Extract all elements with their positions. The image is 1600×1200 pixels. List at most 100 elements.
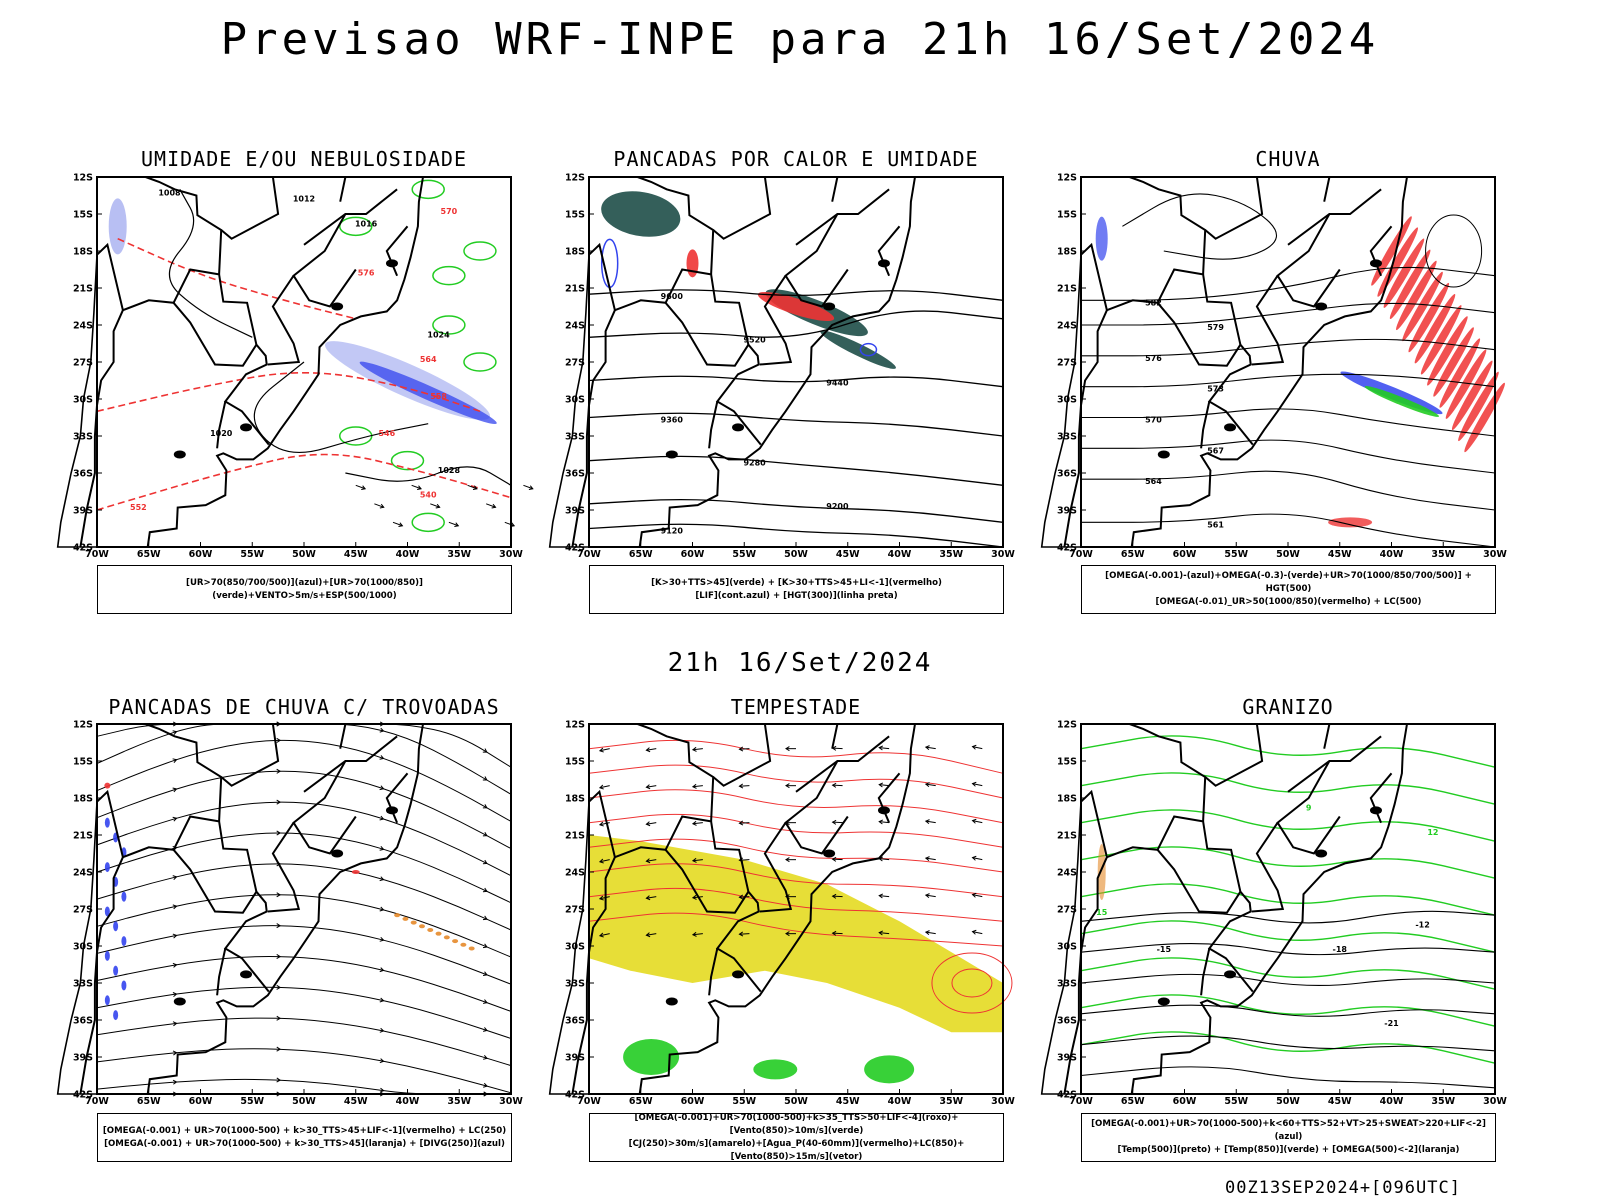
temp500-contour bbox=[1080, 942, 1496, 956]
country-border bbox=[1287, 735, 1382, 793]
wind-vector bbox=[467, 484, 478, 490]
lake-marker bbox=[665, 450, 678, 459]
lon-tick-label: 60W bbox=[189, 1096, 213, 1107]
country-border bbox=[1080, 789, 1254, 993]
lake-marker bbox=[385, 259, 398, 268]
country-border bbox=[759, 822, 793, 913]
thickness-label: 546 bbox=[378, 429, 395, 438]
country-border bbox=[1156, 849, 1242, 914]
wind-vector-head bbox=[878, 819, 884, 825]
lat-tick-label: 36S bbox=[1057, 1016, 1077, 1027]
lon-tick-label: 35W bbox=[447, 1096, 471, 1107]
wind-vector-head bbox=[691, 746, 697, 752]
country-border bbox=[385, 772, 409, 824]
hgt300-label: 9200 bbox=[826, 502, 849, 511]
lat-tick-label: 39S bbox=[1057, 506, 1077, 517]
water-vapor-contour bbox=[588, 838, 1004, 873]
country-border bbox=[385, 225, 409, 277]
lon-tick-label: 65W bbox=[137, 1096, 161, 1107]
lake-marker bbox=[732, 423, 745, 432]
country-border bbox=[588, 242, 762, 446]
lon-tick-label: 60W bbox=[681, 1096, 705, 1107]
temp500-contour bbox=[1080, 1066, 1496, 1089]
wind-vector bbox=[739, 748, 750, 750]
streamline-arrow-head bbox=[172, 1079, 178, 1085]
lon-tick-label: 30W bbox=[1483, 1096, 1507, 1107]
hgt500-contour bbox=[1080, 373, 1496, 388]
thickness-contour bbox=[96, 372, 481, 413]
wind-vector-head bbox=[361, 485, 367, 491]
lon-tick-label: 55W bbox=[1224, 549, 1248, 560]
lon-tick-label: 70W bbox=[1069, 549, 1093, 560]
wind-vector-head bbox=[831, 819, 837, 825]
lat-tick-label: 24S bbox=[73, 321, 93, 332]
wind-vector bbox=[972, 783, 983, 787]
hgt500-contour bbox=[1081, 338, 1496, 357]
wind-vector bbox=[599, 933, 610, 937]
hgt500-label: 567 bbox=[1207, 446, 1224, 455]
rain-omega-ur-area bbox=[1433, 327, 1474, 397]
country-border bbox=[1204, 176, 1264, 240]
legend-line: [OMEGA(-0.001)-(azul)+OMEGA(-0.3)-(verde… bbox=[1105, 571, 1472, 594]
country-border bbox=[708, 948, 719, 996]
coastline-east bbox=[638, 176, 916, 548]
wind-vector-head bbox=[738, 894, 744, 900]
coastline-east bbox=[638, 723, 916, 1095]
lon-tick-label: 50W bbox=[292, 1096, 316, 1107]
streamline-arrow-head bbox=[379, 815, 385, 821]
lat-tick-label: 42S bbox=[1057, 1090, 1077, 1101]
lat-tick-label: 42S bbox=[565, 1090, 585, 1101]
wind-vector bbox=[925, 894, 936, 898]
wind-vector-head bbox=[924, 893, 930, 899]
thickness-contour bbox=[96, 453, 512, 511]
temp500-label: -18 bbox=[1333, 945, 1348, 954]
lon-tick-label: 45W bbox=[344, 549, 368, 560]
wind-vector bbox=[972, 820, 983, 824]
country-border bbox=[172, 849, 258, 914]
lat-tick-label: 39S bbox=[73, 1053, 93, 1064]
country-border bbox=[1156, 302, 1242, 367]
rain-omega-ur-area bbox=[1414, 294, 1456, 364]
streamline-arrow-head bbox=[483, 1055, 488, 1060]
jet-gap bbox=[885, 1010, 914, 1030]
lon-tick-label: 70W bbox=[85, 549, 109, 560]
wind-vector bbox=[692, 933, 703, 936]
wind-vector bbox=[925, 783, 936, 787]
wind-vector bbox=[430, 503, 440, 508]
wind-vector-head bbox=[645, 932, 651, 938]
hgt500-label: 570 bbox=[1145, 415, 1162, 424]
hgt300-contour bbox=[588, 455, 1004, 486]
country-border bbox=[831, 723, 839, 749]
coastline-west bbox=[548, 254, 590, 548]
streamline-arrow-head bbox=[482, 999, 488, 1004]
lat-tick-label: 36S bbox=[565, 469, 585, 480]
streamline-arrow-head bbox=[482, 971, 488, 977]
wind-vector bbox=[374, 503, 384, 508]
country-border bbox=[784, 213, 849, 308]
humidity-contour-1000-850 bbox=[411, 179, 445, 200]
coastline-west bbox=[548, 801, 590, 1095]
streamline-arrow-head bbox=[276, 768, 282, 774]
legend-line: [UR>70(850/700/500)](azul)+[UR>70(1000/8… bbox=[186, 577, 423, 601]
lon-tick-label: 50W bbox=[1276, 1096, 1300, 1107]
lat-tick-label: 15S bbox=[1057, 210, 1077, 221]
lon-tick-label: 60W bbox=[1173, 549, 1197, 560]
humidity-contour-1000-850 bbox=[411, 512, 445, 533]
lon-tick-label: 35W bbox=[447, 549, 471, 560]
lat-tick-label: 27S bbox=[565, 358, 585, 369]
country-border bbox=[1129, 176, 1207, 275]
country-border bbox=[708, 401, 719, 449]
lake-marker bbox=[1224, 970, 1237, 979]
streamline-arrow-head bbox=[379, 1027, 385, 1033]
instability-orange-marker bbox=[443, 935, 450, 940]
temp850-label: 12 bbox=[1427, 828, 1438, 837]
panel-title-tempestade: TEMPESTADE bbox=[730, 695, 862, 719]
wind-vector bbox=[599, 822, 610, 826]
wind-vector-head bbox=[691, 857, 697, 863]
lake-marker bbox=[877, 806, 890, 815]
humidity-contour-1000-850 bbox=[432, 315, 466, 335]
thickness-label: 558 bbox=[430, 392, 447, 401]
water-vapor-contour bbox=[588, 813, 1004, 848]
country-border bbox=[220, 176, 280, 240]
streamline-arrow-head bbox=[379, 755, 385, 760]
